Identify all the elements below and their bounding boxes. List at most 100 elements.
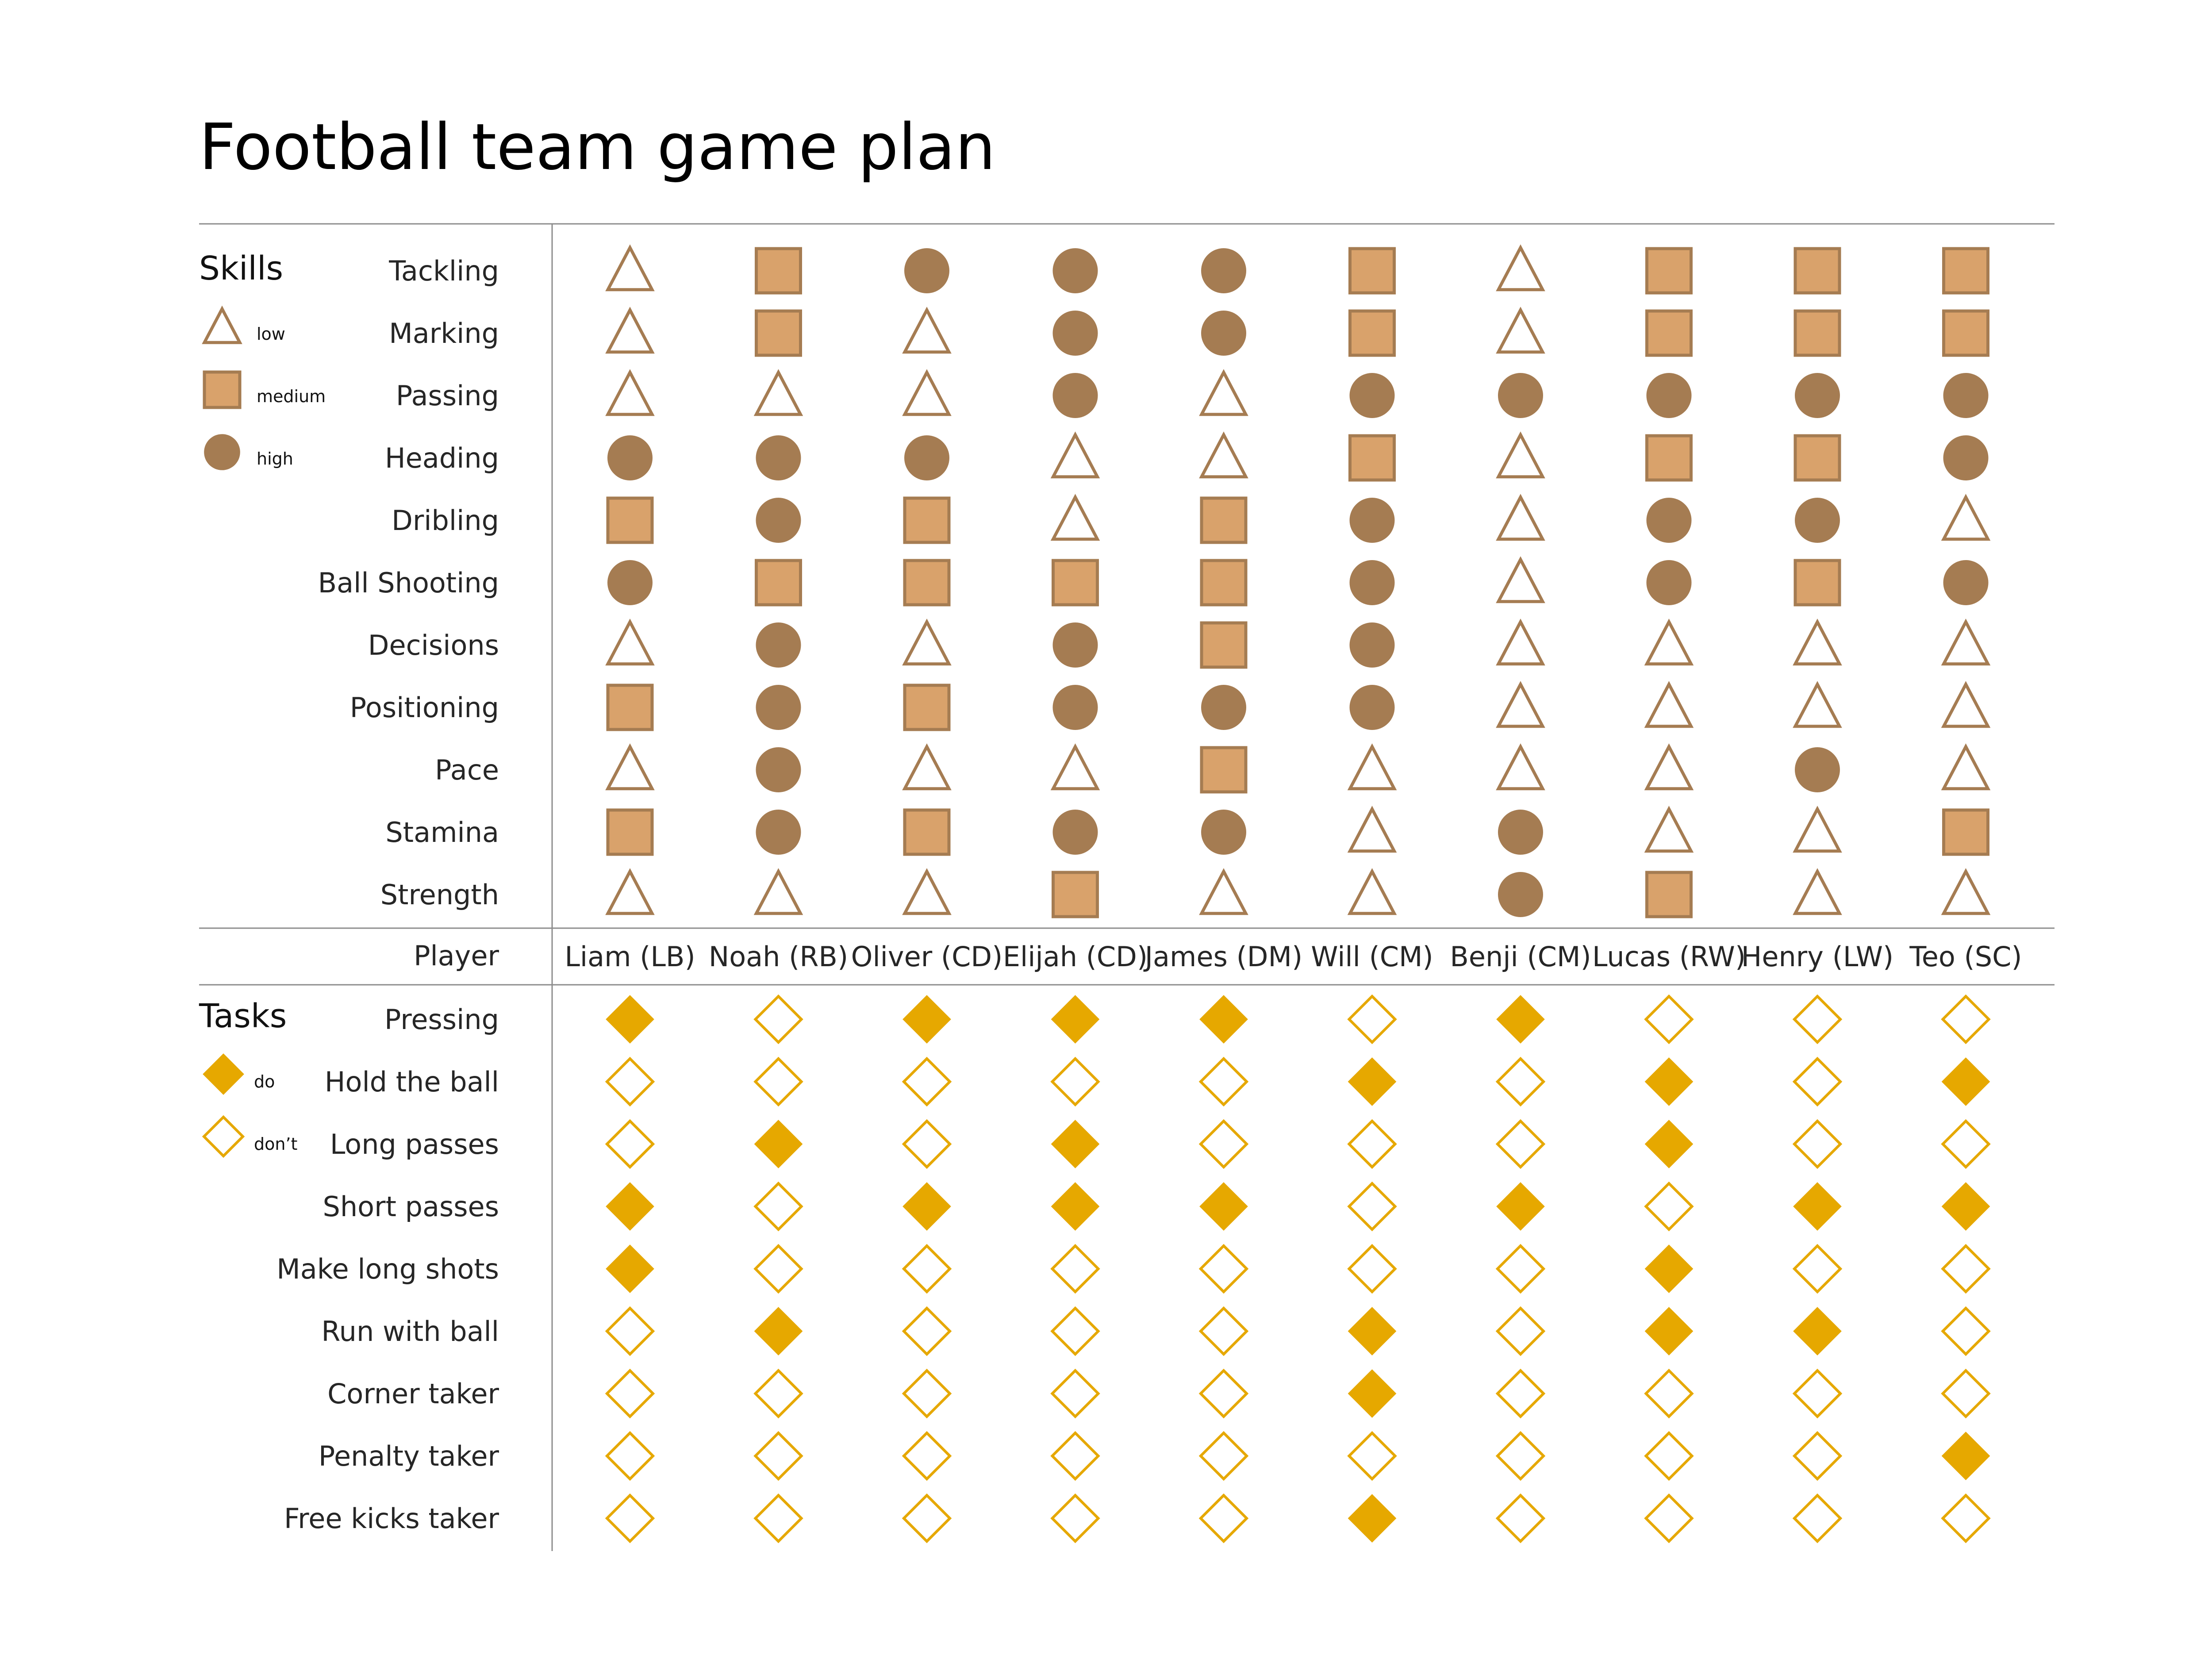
skill-mark-medium — [1348, 434, 1396, 482]
skill-mark-low — [1496, 494, 1545, 541]
skill-mark-low — [1644, 743, 1694, 791]
skill-mark-high — [1795, 747, 1840, 792]
skill-mark-high — [1498, 872, 1543, 917]
task-mark-dont — [753, 1493, 803, 1544]
skill-mark-medium — [1942, 247, 1989, 295]
skill-mark-high — [1052, 373, 1098, 418]
skill-mark-low — [1496, 307, 1545, 354]
skill-mark-medium — [1645, 434, 1693, 482]
task-label: Free kicks taker — [284, 1502, 499, 1535]
task-mark-dont — [902, 1493, 952, 1544]
skill-mark-high — [1052, 810, 1098, 855]
tasks-legend: do don’t — [202, 1053, 297, 1158]
skill-mark-medium — [903, 808, 951, 856]
task-mark-dont — [902, 1244, 952, 1294]
skill-mark-low — [1050, 743, 1100, 791]
skill-mark-low — [1941, 494, 1991, 541]
task-mark-dont — [1050, 1244, 1100, 1294]
skill-mark-medium — [606, 496, 654, 544]
skill-mark-low — [1941, 618, 1991, 666]
task-mark-dont — [1050, 1431, 1100, 1481]
skill-mark-low — [1199, 431, 1248, 479]
skill-mark-medium — [1793, 559, 1841, 607]
task-row-labels: Pressing Hold the ball Long passes Short pa… — [276, 1003, 499, 1535]
task-mark-dont — [1644, 994, 1694, 1045]
skill-mark-high — [904, 435, 949, 480]
task-mark-dont — [1198, 1368, 1249, 1419]
skill-mark-medium — [1200, 746, 1248, 794]
skill-mark-high — [1052, 685, 1098, 730]
skill-mark-high — [1646, 373, 1692, 418]
task-mark-dont — [1347, 1244, 1397, 1294]
skill-mark-low — [1496, 556, 1545, 603]
skill-mark-low — [1644, 681, 1694, 728]
skill-mark-high — [1943, 373, 1989, 418]
task-mark-do — [1644, 1120, 1694, 1168]
task-mark-do — [1496, 1182, 1545, 1231]
task-mark-dont — [1792, 1119, 1843, 1169]
task-mark-dont — [1495, 1119, 1546, 1169]
task-mark-dont — [605, 1119, 655, 1169]
skill-mark-medium — [1793, 247, 1841, 295]
task-mark-dont — [605, 1431, 655, 1481]
task-mark-dont — [1941, 994, 1991, 1045]
task-mark-dont — [605, 1368, 655, 1419]
skill-mark-medium — [1942, 309, 1989, 357]
task-mark-dont — [1198, 1244, 1249, 1294]
task-mark-dont — [1941, 1119, 1991, 1169]
task-mark-dont — [1050, 1056, 1100, 1107]
task-mark-dont — [605, 1056, 655, 1107]
skill-mark-low — [1496, 743, 1545, 791]
task-mark-dont — [1495, 1244, 1546, 1294]
skill-mark-low — [1050, 494, 1100, 541]
skill-label: Stamina — [385, 816, 499, 849]
skill-mark-high — [756, 747, 801, 792]
skill-mark-high — [1201, 311, 1246, 356]
skill-mark-low — [1496, 431, 1545, 479]
task-mark-dont — [1792, 1493, 1843, 1544]
skill-mark-high — [756, 435, 801, 480]
task-mark-dont — [902, 1119, 952, 1169]
skill-mark-high — [1795, 498, 1840, 543]
skill-mark-low — [902, 307, 952, 354]
legend-do-label: do — [254, 1072, 275, 1091]
skill-mark-low — [1941, 743, 1991, 791]
skill-mark-high — [607, 435, 653, 480]
skill-mark-medium — [1052, 871, 1099, 918]
task-mark-do — [1793, 1307, 1842, 1356]
task-mark-dont — [1792, 1431, 1843, 1481]
skill-mark-low — [1347, 868, 1397, 915]
task-mark-do — [1941, 1182, 1990, 1231]
task-mark-do — [1199, 995, 1248, 1044]
skill-mark-medium — [755, 247, 802, 295]
skill-mark-low — [1347, 806, 1397, 853]
skill-mark-high — [1943, 560, 1989, 605]
player-label: Teo (SC) — [1909, 941, 2022, 973]
skill-mark-high — [1052, 248, 1098, 293]
player-axis-label: Player — [414, 940, 499, 972]
task-mark-do — [1941, 1057, 1990, 1106]
skill-mark-low — [1793, 681, 1842, 728]
skill-label: Heading — [385, 442, 499, 474]
skill-mark-low — [605, 369, 655, 416]
skill-mark-medium — [1200, 559, 1248, 607]
task-mark-do — [1051, 1182, 1100, 1231]
skill-mark-high — [1349, 685, 1395, 730]
task-mark-do — [1199, 1182, 1248, 1231]
task-mark-do — [1348, 1057, 1397, 1106]
skill-mark-low — [1793, 868, 1842, 915]
task-mark-do — [606, 1244, 654, 1293]
task-mark-dont — [1347, 1181, 1397, 1232]
task-mark-dont — [753, 1056, 803, 1107]
task-mark-do — [1644, 1244, 1694, 1293]
task-mark-do — [1051, 1120, 1100, 1168]
player-label: Elijah (CD) — [1003, 941, 1148, 973]
skill-mark-high — [1349, 622, 1395, 668]
legend-dont-marker — [202, 1115, 245, 1158]
skill-label: Decisions — [368, 629, 499, 661]
task-mark-do — [754, 1120, 803, 1168]
skill-mark-high — [756, 498, 801, 543]
task-mark-do — [606, 995, 654, 1044]
task-mark-dont — [1198, 1306, 1249, 1356]
